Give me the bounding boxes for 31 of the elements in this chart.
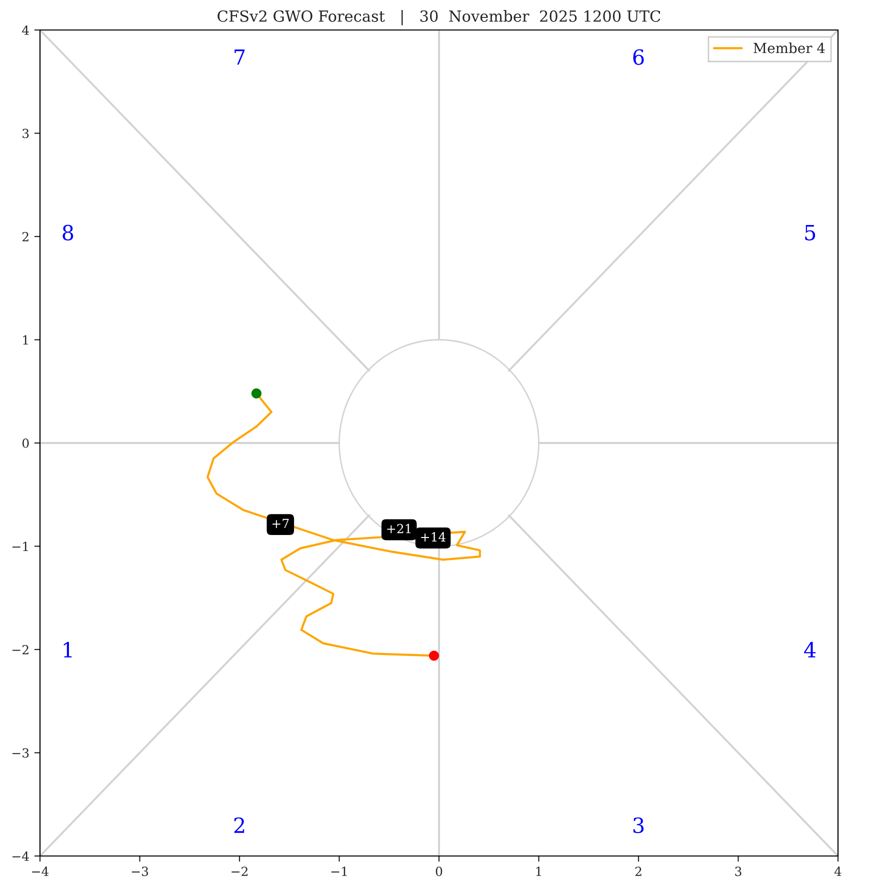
annotation: 2 <box>234 817 244 833</box>
x-tick-label: 3 <box>735 866 742 876</box>
y-tick-label: −4 <box>12 851 29 861</box>
annotation: 5 <box>805 224 816 240</box>
annotation: 8 <box>62 224 74 240</box>
y-tick-label: −2 <box>12 644 28 654</box>
x-tick-label: −3 <box>132 866 148 876</box>
annotation: 4 <box>804 642 816 658</box>
annotation: 1 <box>64 642 72 658</box>
y-tick-label: 0 <box>22 438 29 448</box>
annotation: +7 <box>272 518 289 528</box>
x-tick-label: −4 <box>32 866 49 876</box>
x-tick-label: −2 <box>232 866 248 876</box>
x-tick-label: −1 <box>331 866 347 876</box>
annotation: 7 <box>234 49 245 65</box>
legend-label: Member 4 <box>754 42 825 54</box>
x-tick-label: 4 <box>834 866 842 876</box>
x-tick-label: 0 <box>436 866 442 876</box>
annotation: +21 <box>387 524 411 534</box>
y-tick-label: 4 <box>22 25 29 35</box>
annotation: +14 <box>421 532 446 542</box>
y-tick-label: 3 <box>22 128 29 138</box>
x-tick-label: 2 <box>635 866 642 876</box>
y-tick-label: −1 <box>12 542 28 551</box>
y-tick-label: 1 <box>23 335 28 344</box>
annotation: 6 <box>633 49 644 65</box>
x-tick-label: 1 <box>536 866 541 876</box>
y-tick-label: −3 <box>12 748 29 758</box>
y-tick-label: 2 <box>22 232 28 242</box>
annotation: 3 <box>633 817 644 834</box>
chart-title: CFSv2 GWO Forecast | 30 November 2025 1200 UTC <box>218 10 660 26</box>
